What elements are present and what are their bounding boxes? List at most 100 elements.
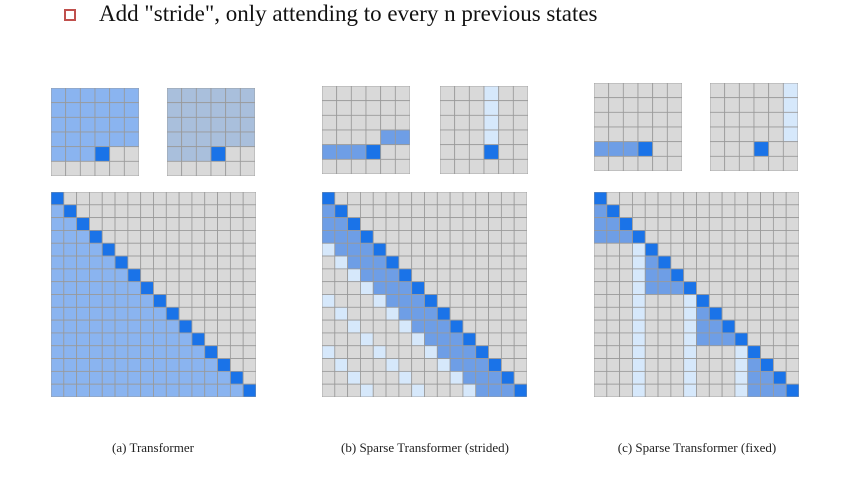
grid-cell (772, 230, 787, 244)
grid-cell (51, 294, 65, 308)
grid-cell (632, 370, 646, 385)
grid-cell (225, 131, 241, 148)
grid-cell (101, 217, 116, 231)
grid-cell (76, 268, 90, 283)
grid-cell (606, 217, 621, 231)
grid-cell (140, 281, 154, 295)
grid-cell (475, 281, 489, 295)
grid-cell (242, 332, 256, 347)
grid-cell (721, 370, 736, 385)
grid-cell (513, 281, 527, 295)
grid-cell (424, 370, 438, 385)
grid-cell (436, 255, 451, 270)
grid-cell (637, 83, 654, 99)
grid-cell (666, 126, 682, 143)
grid-cell (760, 306, 774, 321)
grid-cell (94, 131, 111, 148)
grid-cell (449, 255, 464, 270)
grid-cell (652, 97, 668, 113)
grid-cell (372, 370, 387, 385)
grid-cell (372, 268, 387, 283)
heading-row: Add "stride", only attending to every n … (64, 0, 598, 28)
grid-cell (721, 192, 736, 206)
grid-cell (488, 345, 502, 359)
grid-cell (385, 319, 400, 334)
grid-cell (772, 204, 787, 219)
grid-cell (500, 383, 515, 397)
grid-cell (708, 345, 723, 359)
grid-cell (63, 230, 78, 244)
grid-cell (454, 129, 470, 146)
grid-cell (89, 294, 103, 308)
grid-cell (644, 319, 659, 334)
grid-cell (334, 358, 349, 372)
grid-cell (385, 192, 400, 206)
grid-cell (334, 192, 349, 206)
grid-cell (696, 204, 710, 219)
grid-cell (229, 204, 244, 219)
grid-cell (411, 306, 425, 321)
grid-cell (696, 268, 710, 283)
grid-cell (372, 281, 387, 295)
grid-cell (140, 294, 154, 308)
grid-cell (229, 332, 244, 347)
grid-cell (608, 126, 624, 143)
grid-cell (696, 319, 710, 334)
grid-cell (513, 192, 527, 206)
grid-cell (360, 306, 374, 321)
grid-cell (89, 255, 103, 270)
grid-cell (500, 230, 515, 244)
grid-cell (436, 383, 451, 397)
grid-cell (768, 141, 784, 157)
grid-cell (123, 160, 139, 176)
grid-cell (153, 192, 167, 206)
grid-cell (670, 332, 685, 347)
grid-cell (710, 126, 726, 143)
grid-cell (372, 345, 387, 359)
grid-cell (462, 345, 477, 359)
grid-cell (436, 370, 451, 385)
grid-cell (768, 111, 784, 128)
grid-cell (512, 129, 528, 146)
grid-cell (594, 230, 608, 244)
grid-cell (468, 114, 485, 131)
grid-cell (140, 192, 154, 206)
strided-attention-row-grid (322, 86, 410, 174)
grid-cell (622, 111, 639, 128)
grid-cell (372, 358, 387, 372)
grid-cell (683, 204, 697, 219)
grid-cell (619, 230, 633, 244)
grid-cell (65, 146, 81, 162)
grid-cell (76, 383, 90, 397)
grid-cell (500, 294, 515, 308)
grid-cell (696, 217, 710, 231)
grid-cell (606, 192, 621, 206)
grid-cell (204, 230, 218, 244)
grid-cell (411, 204, 425, 219)
grid-cell (619, 281, 633, 295)
grid-cell (683, 358, 697, 372)
grid-cell (114, 370, 129, 385)
grid-cell (619, 358, 633, 372)
grid-cell (708, 306, 723, 321)
grid-cell (127, 332, 142, 347)
grid-cell (424, 306, 438, 321)
grid-cell (721, 358, 736, 372)
grid-cell (65, 160, 81, 176)
grid-cell (652, 126, 668, 143)
grid-cell (347, 345, 361, 359)
grid-cell (178, 294, 193, 308)
grid-cell (398, 204, 413, 219)
grid-cell (619, 345, 633, 359)
grid-cell (51, 160, 67, 176)
grid-cell (210, 102, 227, 118)
grid-cell (127, 230, 142, 244)
grid-cell (657, 358, 672, 372)
grid-cell (747, 255, 761, 270)
grid-cell (51, 242, 65, 257)
grid-cell (204, 255, 218, 270)
grid-cell (747, 230, 761, 244)
grid-cell (513, 345, 527, 359)
grid-cell (708, 192, 723, 206)
grid-cell (475, 217, 489, 231)
